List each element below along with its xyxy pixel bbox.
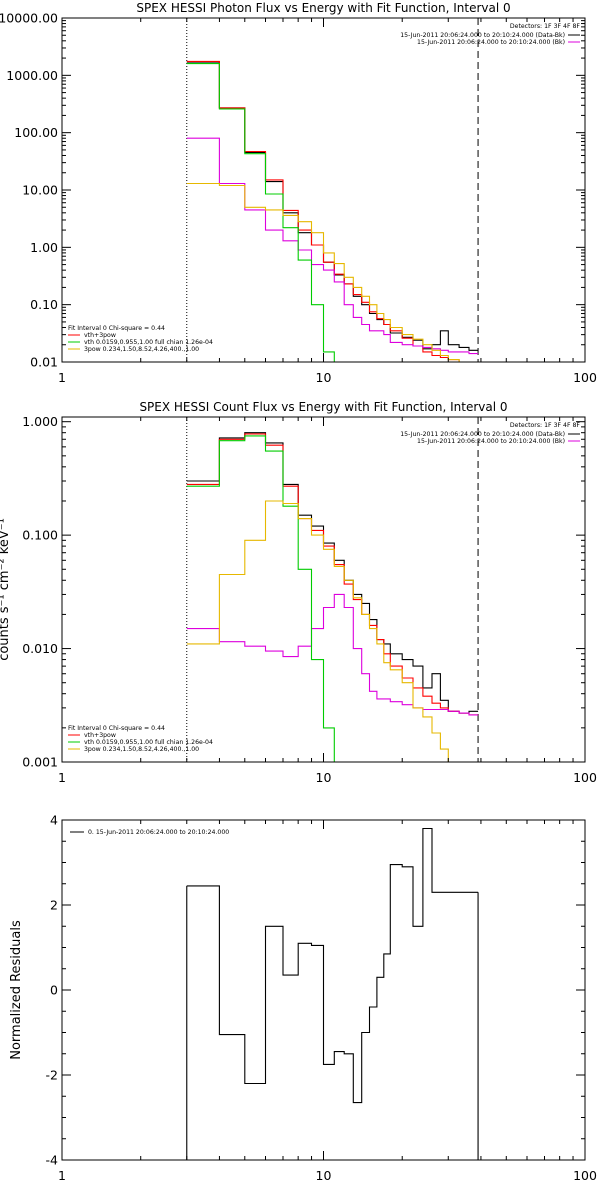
- legend-entry-label: vth 0.0159,0.955,1.00 full chian 1.26e-0…: [84, 739, 213, 746]
- y-tick-label: 10.00: [22, 183, 58, 198]
- chart-panel-1: SPEX HESSI Photon Flux vs Energy with Fi…: [0, 1, 597, 385]
- x-tick-label: 100: [573, 770, 597, 785]
- y-tick-label: 0.010: [22, 641, 58, 656]
- chart-panel-3: Normalized Residuals 1 10 100 -4 -2 0 2 4 0. 15-J…: [9, 813, 597, 1184]
- series-line-vth-3pow: [186, 60, 470, 362]
- legend-header: Fit Interval 0 Chi-square = 0.44: [68, 725, 165, 732]
- y-axis-label: counts s⁻¹ cm⁻² keV⁻¹: [0, 518, 12, 661]
- y-tick-label: 1.000: [22, 414, 58, 429]
- y-tick-label: 0: [50, 983, 58, 998]
- chart-title: SPEX HESSI Count Flux vs Energy with Fit…: [139, 400, 507, 414]
- series-line-bk: [186, 593, 479, 716]
- y-tick-label: 0.100: [22, 528, 58, 543]
- x-tick-label: 1: [58, 370, 66, 385]
- legend-entry-label: 3pow 0.234,1.50,8.52,4.26,400.,1.00: [84, 346, 199, 353]
- y-tick-label: 0.001: [22, 755, 58, 770]
- series-line-data-bk: [186, 432, 479, 714]
- legend-bottom-left: Fit Interval 0 Chi-square = 0.44vth+3pow…: [68, 725, 213, 753]
- series-line-data-bk: [186, 61, 479, 351]
- y-tick-label: 2: [50, 898, 58, 913]
- y-tick-label: 4: [50, 813, 58, 828]
- chart-panel-2: SPEX HESSI Count Flux vs Energy with Fit…: [0, 400, 597, 785]
- y-tick-label: 0.10: [30, 297, 58, 312]
- legend-header: Fit Interval 0 Chi-square = 0.44: [68, 325, 165, 332]
- y-tick-label: 10000.00: [0, 11, 58, 26]
- legend-entry-label: 3pow 0.234,1.50,8.52,4.26,400.,1.00: [84, 746, 199, 753]
- series-line-0-15-jun-2011-20-06-24-000-to-20-10-24-000: [186, 827, 479, 1104]
- legend-entry-label: 0. 15-Jun-2011 20:06:24.000 to 20:10:24.…: [88, 829, 229, 836]
- series-group: [186, 432, 479, 762]
- y-tick-label: -2: [46, 1068, 58, 1083]
- x-tick-label: 10: [316, 1168, 332, 1183]
- legend-entry-label: 15-Jun-2011 20:06:24.000 to 20:10:24.000…: [417, 438, 565, 445]
- legend-entry-label: 15-Jun-2011 20:06:24.000 to 20:10:24.000…: [400, 431, 565, 438]
- legend-entry-label: vth 0.0159,0.955,1.00 full chian 1.26e-0…: [84, 339, 213, 346]
- x-tick-label: 10: [316, 770, 332, 785]
- series-line-vth: [186, 63, 335, 362]
- series-line-bk: [186, 137, 479, 355]
- x-tick-label: 1: [58, 1168, 66, 1183]
- y-tick-label: 100.00: [14, 125, 58, 140]
- legend-top-right: Detectors: 1F 3F 4F 8F 15-Jun-2011 20:06:…: [400, 422, 580, 445]
- series-line-3pow: [186, 182, 460, 362]
- y-tick-label: 0.01: [30, 355, 58, 370]
- series-line-vth: [186, 435, 335, 762]
- legend: 0. 15-Jun-2011 20:06:24.000 to 20:10:24.…: [70, 829, 229, 836]
- series-line-3pow: [186, 500, 460, 762]
- series-group: [186, 827, 479, 1160]
- x-tick-label: 1: [58, 770, 66, 785]
- legend-top-right: Detectors: 1F 3F 4F 8F 15-Jun-2011 20:06:…: [400, 23, 580, 46]
- x-tick-label: 100: [573, 1168, 597, 1183]
- legend-entry-label: vth+3pow: [84, 732, 116, 739]
- y-tick-label: 1000.00: [6, 68, 58, 83]
- series-group: [186, 60, 479, 362]
- legend-header: Detectors: 1F 3F 4F 8F: [510, 422, 581, 429]
- legend-entry-label: 15-Jun-2011 20:06:24.000 to 20:10:24.000…: [400, 32, 565, 39]
- legend-entry-label: vth+3pow: [84, 332, 116, 339]
- y-axis-label: Normalized Residuals: [9, 920, 24, 1060]
- legend-bottom-left: Fit Interval 0 Chi-square = 0.44vth+3pow…: [68, 325, 213, 353]
- y-tick-label: -4: [46, 1153, 59, 1168]
- legend-entry-label: 15-Jun-2011 20:06:24.000 to 20:10:24.000…: [417, 39, 565, 46]
- legend-header: Detectors: 1F 3F 4F 8F: [510, 23, 581, 30]
- x-tick-label: 100: [573, 370, 597, 385]
- y-tick-label: 1.00: [30, 240, 58, 255]
- x-tick-label: 10: [316, 370, 332, 385]
- chart-title: SPEX HESSI Photon Flux vs Energy with Fi…: [136, 1, 510, 15]
